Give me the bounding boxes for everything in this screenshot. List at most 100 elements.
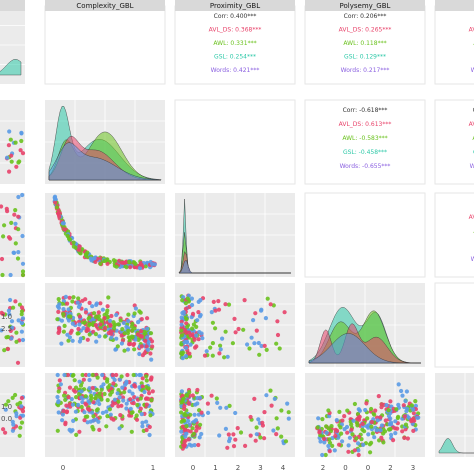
scatter-point <box>20 316 26 321</box>
corr-label-r0-c4-1: AVL_DS: 0.377*** <box>469 27 474 34</box>
scatter-r2-c0 <box>0 192 26 278</box>
scatter-point <box>329 424 334 429</box>
scatter-point <box>87 315 92 320</box>
scatter-point <box>55 304 61 309</box>
scatter-point <box>108 412 113 417</box>
scatter-point <box>87 322 92 327</box>
scatter-point <box>112 323 117 328</box>
scatter-point <box>19 309 25 314</box>
scatter-point <box>413 399 418 404</box>
scatter-point <box>179 351 184 356</box>
scatter-point <box>184 393 189 398</box>
scatter-point <box>241 327 246 332</box>
scatter-point <box>116 399 121 404</box>
panel-r0-c1 <box>44 5 166 85</box>
x-tick-label-c2-4: 4 <box>281 464 286 472</box>
scatter-point <box>124 324 129 329</box>
scatter-point <box>213 308 218 313</box>
scatter-point <box>137 351 142 357</box>
scatter-point <box>55 394 60 400</box>
scatter-point <box>2 348 7 353</box>
scatter-point <box>326 426 331 431</box>
scatter-point <box>275 426 280 431</box>
scatter-point <box>199 431 204 437</box>
scatter-point <box>405 406 410 411</box>
scatter-point <box>149 398 154 403</box>
y-tick-label-r4-1: 0.0 <box>1 415 12 423</box>
scatter-point <box>265 296 270 301</box>
scatter-point <box>198 422 203 427</box>
scatter-point <box>0 310 4 315</box>
scatter-point <box>147 391 152 396</box>
strip-background <box>0 0 25 11</box>
corr-label-r0-c3-3: GSL: 0.129*** <box>344 54 386 61</box>
scatter-point <box>104 409 109 414</box>
scatter-point <box>113 347 118 352</box>
scatter-point <box>100 307 105 312</box>
scatter-point <box>320 417 325 422</box>
scatter-point <box>0 256 5 262</box>
scatter-point <box>223 329 228 334</box>
scatter-point <box>199 410 204 415</box>
scatter-point <box>333 433 338 439</box>
scatter-point <box>179 328 184 333</box>
x-tick-label-c3-4: 3 <box>411 464 415 472</box>
scatter-point <box>180 424 185 429</box>
scatter-point <box>20 233 25 239</box>
scatter-point <box>129 429 134 434</box>
scatter-point <box>340 418 345 423</box>
scatter-point <box>210 353 215 358</box>
scatter-point <box>193 345 198 350</box>
scatter-point <box>230 341 235 346</box>
scatter-point <box>415 415 420 420</box>
scatter-point <box>63 294 68 299</box>
scatter-point <box>129 334 134 339</box>
corr-label-r0-c3-4: Words: 0.217*** <box>341 67 390 74</box>
scatter-point <box>20 409 26 414</box>
scatter-point <box>8 272 13 278</box>
scatter-point <box>180 298 185 303</box>
scatter-point <box>62 323 67 328</box>
x-tick-label-c1-0: 0 <box>61 464 65 472</box>
scatter-point <box>191 431 196 436</box>
scatter-point <box>140 424 145 429</box>
scatter-point <box>213 326 218 331</box>
scatter-point <box>140 384 145 389</box>
scatter-point <box>80 298 85 303</box>
scatter-point <box>117 395 122 400</box>
scatter-point <box>196 337 201 342</box>
scatter-point <box>264 393 269 398</box>
scatter-point <box>183 434 188 439</box>
strip-label-2: Proximity_GBL <box>210 2 260 10</box>
scatter-point <box>330 443 335 448</box>
scatter-point <box>73 385 79 390</box>
scatter-point <box>62 227 67 232</box>
scatter-point <box>195 387 200 393</box>
panel-background <box>434 5 474 85</box>
scatter-point <box>115 344 120 349</box>
panel-background <box>434 99 474 185</box>
scatter-point <box>144 419 149 424</box>
scatter-point <box>87 372 92 378</box>
scatter-point <box>231 444 237 449</box>
scatter-point <box>119 333 124 338</box>
scatter-point <box>369 406 374 412</box>
x-tick-label-c3-2: 0 <box>366 464 370 472</box>
scatter-point <box>139 317 144 322</box>
scatter-point <box>184 339 190 344</box>
scatter-point <box>396 382 401 387</box>
scatter-point <box>126 318 131 324</box>
scatter-point <box>355 423 360 428</box>
scatter-point <box>99 318 104 323</box>
scatter-point <box>133 384 138 389</box>
scatter-point <box>116 322 121 327</box>
scatter-point <box>94 339 99 344</box>
density-curve-r3-3 <box>308 333 421 364</box>
scatter-point <box>268 302 273 307</box>
scatter-point <box>317 430 322 435</box>
scatter-point <box>6 235 12 240</box>
scatter-point <box>202 353 208 358</box>
scatter-point <box>132 326 137 331</box>
scatter-point <box>74 395 79 400</box>
panel-r1-c4 <box>434 99 474 185</box>
